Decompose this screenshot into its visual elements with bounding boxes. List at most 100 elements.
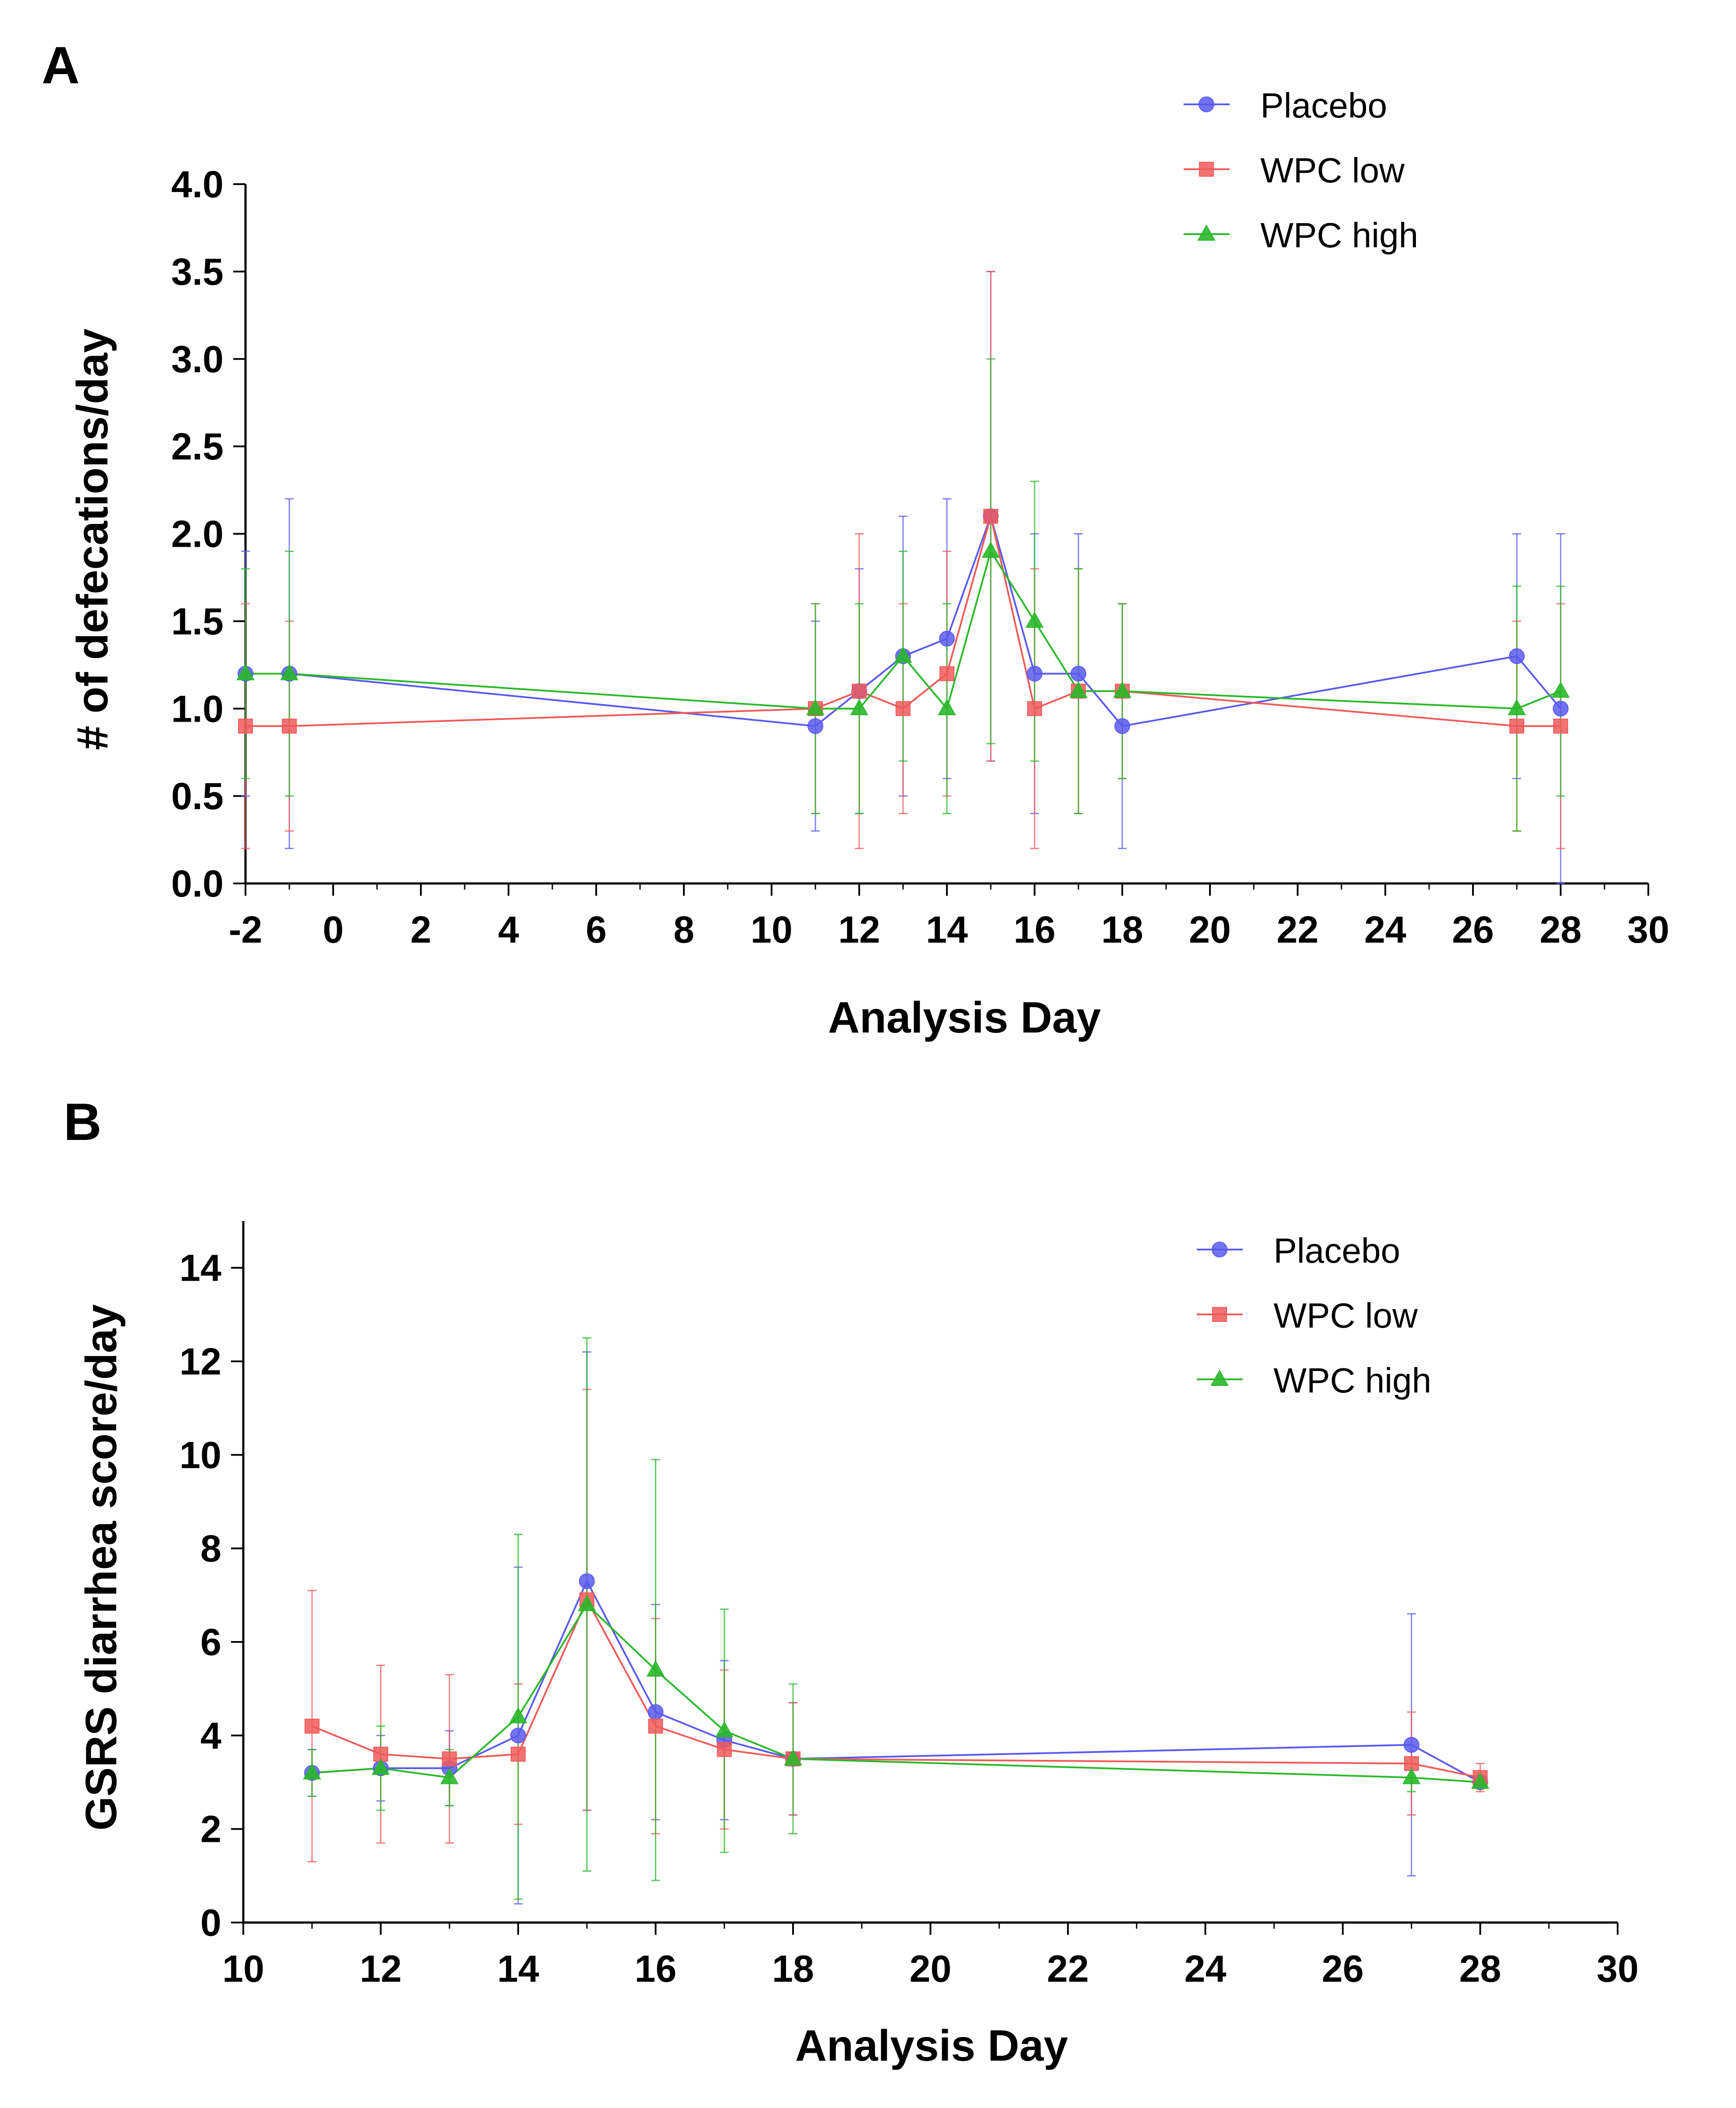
panel-a-x-tick-label: 14 [926, 909, 968, 951]
panel-a-placebo-point [1027, 666, 1042, 682]
panel-b-wpc-high-point [715, 1721, 733, 1738]
panel-a-y-tick-label: 3.5 [171, 251, 224, 293]
panel-b-placebo-point [1403, 1737, 1419, 1753]
panel-b-x-tick-label: 10 [222, 1948, 264, 1990]
panel-a-x-tick-label: 28 [1540, 909, 1582, 951]
panel-a-placebo-point [939, 630, 955, 647]
panel-a-legend: Placebo WPC low WPC high [1184, 86, 1418, 255]
panel-a-wpc-high-point [280, 664, 299, 680]
panel-b-wpc-low-point [648, 1719, 663, 1734]
panel-a-wpc-low-point [1027, 701, 1042, 716]
panel-a-x-tick-label: -2 [229, 909, 262, 951]
panel-a-wpc-low-point [282, 719, 297, 734]
panel-a-wpc-high-point [1508, 699, 1526, 716]
panel-a-legend-marker-wpc-high [1197, 224, 1216, 241]
panel-b-x-tick-label: 30 [1597, 1948, 1639, 1990]
panel-b-wpc-high-point [509, 1707, 527, 1723]
panel-a-label: A [42, 36, 80, 95]
panel-b-legend-marker-wpc-low [1212, 1307, 1227, 1322]
panel-a-wpc-high-point [1025, 611, 1044, 628]
panel-b-wpc-high-point [784, 1749, 802, 1766]
panel-a-x-tick-label: 2 [410, 909, 431, 951]
panel-b-x-tick-label: 14 [497, 1948, 539, 1990]
panel-b-wpc-low-point [442, 1751, 457, 1766]
panel-b-y-tick-label: 14 [179, 1247, 221, 1289]
panel-a-wpc-low-point [896, 701, 911, 716]
panel-a-wpc-high-point [1113, 681, 1131, 698]
panel-b-y-tick-label: 12 [179, 1341, 221, 1383]
panel-b-x-tick-label: 22 [1047, 1948, 1089, 1990]
panel-b-wpc-high-line [312, 1603, 1480, 1783]
panel-a-x-tick-label: 10 [751, 909, 793, 951]
panel-b-x-tick-label: 20 [910, 1948, 952, 1990]
panel-b-y-tick-label: 10 [179, 1434, 221, 1476]
panel-b-wpc-low-point [717, 1742, 732, 1757]
panel-a-x-tick-label: 12 [838, 909, 880, 951]
panel-a-y-axis-title: # of defecations/day [68, 328, 117, 750]
panel-a-placebo-point [1071, 666, 1086, 682]
panel-a-legend-marker-placebo [1199, 96, 1214, 112]
panel-b-x-tick-label: 26 [1322, 1948, 1364, 1990]
panel-b-y-tick-label: 8 [200, 1528, 221, 1570]
panel-b-x-tick-label: 24 [1185, 1948, 1227, 1990]
panel-b-wpc-high-point [371, 1758, 390, 1775]
panel-a-x-tick-label: 0 [323, 909, 344, 951]
panel-b-wpc-high-point [646, 1660, 665, 1677]
panel-a-y-tick-label: 2.0 [171, 513, 224, 555]
panel-b-placebo-point [579, 1573, 595, 1589]
panel-a-wpc-high-point [938, 699, 956, 716]
panel-b-label: B [64, 1093, 102, 1151]
panel-b-wpc-low-point [511, 1747, 526, 1762]
panel-b-y-tick-label: 2 [200, 1809, 221, 1851]
panel-b-x-axis-title: Analysis Day [795, 2021, 1068, 2070]
panel-a-y-tick-label: 1.0 [171, 688, 224, 730]
panel-b-legend-marker-wpc-high [1210, 1369, 1229, 1386]
panel-a-x-tick-label: 22 [1277, 909, 1319, 951]
panel-a-y-tick-label: 1.5 [171, 601, 224, 643]
panel-b-x-tick-label: 12 [360, 1948, 402, 1990]
panel-b-placebo-line [312, 1579, 1481, 1783]
panel-b-placebo-point [647, 1704, 664, 1720]
panel-a-y-tick-label: 3.0 [171, 338, 224, 381]
panel-a-x-tick-label: 6 [586, 909, 607, 951]
panel-a-placebo-point [1114, 718, 1130, 734]
panel-a-y-tick-label: 0.5 [171, 776, 224, 818]
panel-a-x-tick-label: 20 [1189, 909, 1231, 951]
panel-b-wpc-high-point [578, 1595, 596, 1611]
panel-b-y-axis-title: GSRS diarrhea score/day [77, 1304, 126, 1830]
panel-a-placebo-point [808, 718, 823, 734]
panel-b-legend-label-wpc-low: WPC low [1274, 1296, 1418, 1335]
panel-a-placebo-line [245, 513, 1562, 727]
panel-a: A -2 0 2 4 6 8 10 12 14 16 18 20 22 24 26 28 300.00.51.0… [42, 36, 1669, 1042]
panel-a-legend-label-placebo: Placebo [1260, 86, 1387, 125]
panel-a-wpc-low-point [238, 719, 253, 734]
panel-b-wpc-high-point [1402, 1768, 1421, 1784]
panel-b-legend-label-wpc-high: WPC high [1274, 1361, 1431, 1400]
panel-b-y-tick-label: 6 [200, 1621, 221, 1663]
panel-b-wpc-low-line [311, 1598, 1480, 1779]
panel-a-y-tick-label: 2.5 [171, 426, 224, 468]
panel-a-y-tick-label: 0.0 [171, 863, 224, 905]
panel-a-wpc-high-line [245, 549, 1561, 711]
panel-b-wpc-high-point [303, 1763, 321, 1780]
panel-a-wpc-low-point [983, 509, 998, 524]
panel-b-placebo-point [510, 1727, 526, 1744]
panel-a-x-tick-label: 30 [1627, 909, 1669, 951]
panel-b-legend-label-placebo: Placebo [1274, 1231, 1400, 1270]
panel-a-wpc-high-point [894, 646, 912, 663]
panel-a-x-tick-label: 18 [1101, 909, 1143, 951]
panel-b-legend-marker-placebo [1212, 1242, 1227, 1257]
panel-a-x-axis-title: Analysis Day [828, 993, 1101, 1042]
panel-a-legend-label-wpc-high: WPC high [1260, 216, 1418, 255]
panel-a-legend-marker-wpc-low [1199, 162, 1214, 177]
panel-b-x-tick-label: 18 [772, 1948, 814, 1990]
panel-a-wpc-high-point [1551, 681, 1570, 698]
panel-a-x-tick-label: 8 [673, 909, 694, 951]
panel-a-x-tick-label: 4 [498, 909, 519, 951]
panel-a-wpc-high-point [982, 541, 1000, 558]
panel-b-legend: Placebo WPC low WPC high [1197, 1231, 1431, 1400]
panel-a-x-tick-label: 24 [1364, 909, 1406, 951]
panel-a-wpc-high-point [1069, 681, 1088, 698]
